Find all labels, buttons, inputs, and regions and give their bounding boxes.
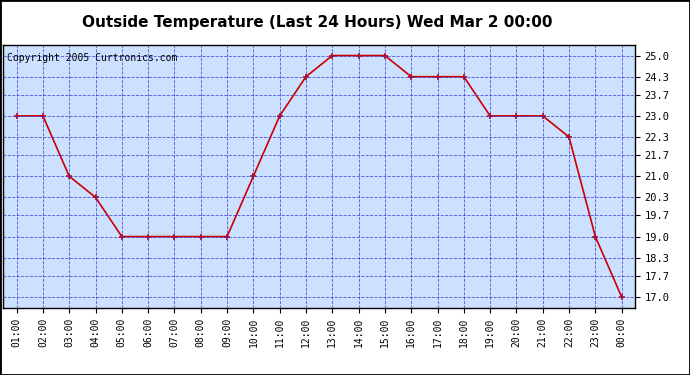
Text: Copyright 2005 Curtronics.com: Copyright 2005 Curtronics.com <box>7 53 177 63</box>
Text: Outside Temperature (Last 24 Hours) Wed Mar 2 00:00: Outside Temperature (Last 24 Hours) Wed … <box>82 15 553 30</box>
